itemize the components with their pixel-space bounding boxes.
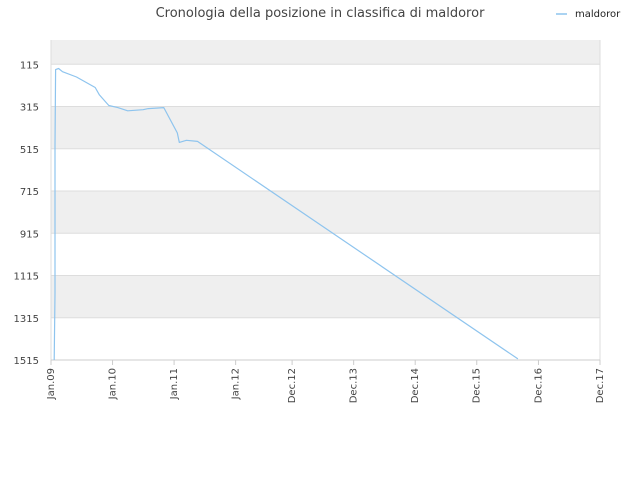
x-tick-label: Dec.14 bbox=[410, 368, 421, 403]
y-tick-label: 715 bbox=[20, 187, 39, 198]
y-tick-label: 1515 bbox=[14, 356, 39, 367]
chart-title: Cronologia della posizione in classifica… bbox=[156, 6, 485, 21]
y-tick-label: 115 bbox=[20, 60, 39, 71]
plot-band bbox=[51, 64, 600, 107]
y-tick-label: 315 bbox=[20, 103, 39, 114]
plot-band bbox=[51, 191, 600, 234]
x-tick-label: Dec.12 bbox=[287, 368, 298, 403]
x-tick-label: Jan.10 bbox=[108, 368, 119, 400]
x-tick-label: Dec.17 bbox=[595, 368, 606, 403]
y-axis-labels: 115 315 515 715 915 1115 1315 1515 bbox=[14, 60, 39, 367]
x-tick-label: Dec.15 bbox=[472, 368, 483, 403]
plot-band bbox=[51, 317, 600, 360]
series-layer bbox=[53, 67, 519, 361]
y-tick-label: 915 bbox=[20, 229, 39, 240]
legend: maldoror bbox=[556, 9, 621, 20]
gridlines bbox=[51, 63, 600, 361]
x-tick-label: Dec.13 bbox=[349, 368, 360, 403]
axes bbox=[50, 40, 601, 365]
x-axis-labels: Jan.09 Jan.10 Jan.11 Jan.12 Dec.12 Dec.13 Dec.… bbox=[46, 368, 606, 403]
x-tick-label: Dec.16 bbox=[533, 368, 544, 403]
series-line-maldoror bbox=[53, 67, 519, 361]
plot-band bbox=[51, 40, 600, 65]
plot-band bbox=[51, 106, 600, 149]
legend-label: maldoror bbox=[575, 9, 621, 20]
y-tick-label: 515 bbox=[20, 145, 39, 156]
x-tick-label: Jan.11 bbox=[169, 368, 180, 400]
y-tick-label: 1315 bbox=[14, 314, 39, 325]
x-tick-label: Jan.12 bbox=[231, 368, 242, 400]
plot-band bbox=[51, 233, 600, 276]
plot-band bbox=[51, 275, 600, 318]
x-tick-label: Jan.09 bbox=[46, 368, 57, 400]
plot-band bbox=[51, 148, 600, 192]
y-tick-label: 1115 bbox=[14, 272, 39, 283]
plot-bands bbox=[51, 40, 600, 360]
